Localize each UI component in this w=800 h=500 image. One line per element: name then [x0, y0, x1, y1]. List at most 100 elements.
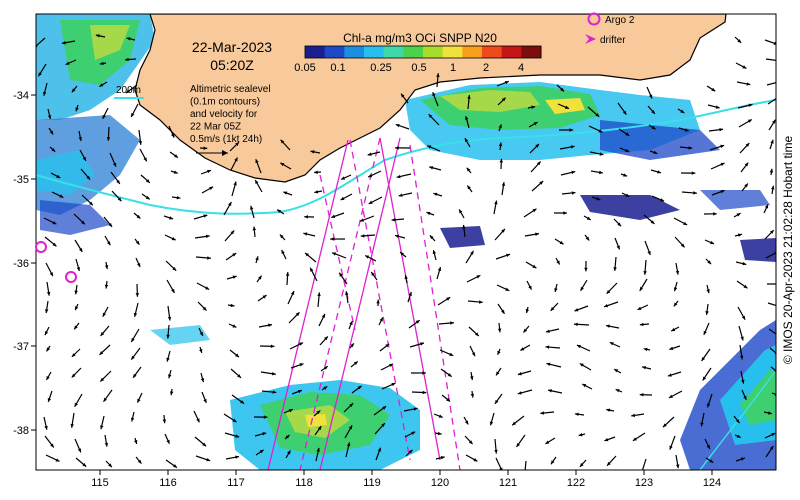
velocity-arrowhead — [71, 88, 76, 93]
x-tick-label: 124 — [703, 477, 721, 489]
velocity-arrowhead — [314, 190, 319, 194]
velocity-arrowhead — [693, 191, 697, 195]
velocity-arrowhead — [539, 181, 544, 185]
velocity-arrowhead — [546, 362, 551, 366]
velocity-arrowhead — [89, 201, 93, 206]
plot-frame — [35, 13, 777, 471]
velocity-arrowhead — [501, 97, 506, 102]
velocity-arrowhead — [545, 329, 550, 333]
velocity-arrowhead — [44, 331, 49, 336]
velocity-arrowhead — [100, 332, 105, 336]
velocity-arrowhead — [606, 324, 610, 328]
velocity-arrowhead — [316, 447, 320, 452]
velocity-arrowhead — [574, 322, 578, 327]
velocity-arrowhead — [429, 166, 434, 170]
velocity-arrowhead — [100, 377, 105, 382]
velocity-arrowhead — [230, 303, 235, 308]
velocity-arrowhead — [391, 382, 396, 387]
velocity-arrowhead — [737, 39, 742, 43]
colorbar-title: Chl-a mg/m3 OCi SNPP N20 — [343, 31, 497, 45]
velocity-arrowhead — [747, 119, 752, 123]
velocity-arrowhead — [501, 182, 506, 186]
velocity-arrowhead — [104, 442, 109, 447]
velocity-arrowhead — [540, 411, 545, 415]
velocity-arrowhead — [643, 347, 648, 352]
velocity-arrowhead — [743, 395, 747, 400]
velocity-arrowhead — [570, 145, 575, 149]
velocity-arrowhead — [398, 193, 403, 197]
argo-icon — [587, 12, 601, 26]
velocity-arrowhead — [604, 437, 609, 442]
map-time: 05:20Z — [210, 57, 254, 73]
velocity-arrowhead — [102, 114, 106, 119]
legend-description-line: 22 Mar 05Z — [190, 122, 241, 133]
velocity-arrowhead — [206, 458, 211, 462]
velocity-arrowhead — [413, 407, 418, 411]
velocity-arrowhead — [506, 253, 511, 258]
velocity-arrowhead — [95, 34, 100, 38]
velocity-arrowhead — [395, 146, 399, 150]
velocity-arrowhead — [437, 431, 442, 436]
colorbar: Chl-a mg/m3 OCi SNPP N20 0.05 0.1 0.25 0.5 1… — [294, 31, 542, 74]
velocity-arrowhead — [104, 265, 109, 270]
velocity-arrowhead — [778, 80, 782, 83]
y-axis: -34 -35 -36 -37 -38 — [13, 90, 36, 437]
velocity-arrowhead — [604, 303, 609, 308]
velocity-arrowhead — [258, 275, 262, 280]
velocity-arrowhead — [50, 443, 54, 448]
legend: 200m Altimetric sealevel (0.1m contours)a… — [114, 84, 271, 156]
velocity-arrowhead — [283, 191, 288, 195]
velocity-arrowhead — [574, 412, 579, 417]
velocity-arrowhead — [429, 235, 434, 240]
velocity-vector — [769, 347, 776, 354]
velocity-arrowhead — [232, 275, 237, 279]
velocity-arrowhead — [432, 250, 437, 255]
velocity-arrowhead — [427, 145, 432, 149]
velocity-arrowhead — [535, 232, 539, 236]
velocity-arrowhead — [126, 37, 131, 41]
velocity-arrowhead — [675, 464, 680, 469]
velocity-arrowhead — [606, 289, 611, 294]
velocity-arrowhead — [207, 169, 212, 174]
velocity-arrowhead — [642, 366, 647, 370]
velocity-arrowhead — [683, 221, 688, 225]
colorbar-swatch — [462, 46, 483, 58]
velocity-arrowhead — [579, 363, 584, 367]
velocity-arrowhead — [396, 174, 401, 179]
velocity-vector — [765, 252, 776, 259]
velocity-arrowhead — [381, 423, 385, 427]
velocity-arrowhead — [285, 272, 290, 276]
velocity-arrowhead — [668, 394, 673, 398]
velocity-arrowhead — [680, 243, 685, 248]
velocity-arrowhead — [536, 161, 541, 166]
velocity-arrowhead — [288, 409, 293, 413]
velocity-arrowhead — [49, 272, 53, 277]
velocity-arrowhead — [116, 179, 120, 184]
velocity-arrowhead — [250, 205, 254, 210]
velocity-arrowhead — [773, 368, 776, 372]
velocity-arrowhead — [203, 398, 207, 403]
velocity-arrowhead — [176, 195, 181, 200]
velocity-arrowhead — [585, 236, 590, 241]
velocity-arrowhead — [614, 369, 619, 373]
velocity-arrowhead — [769, 230, 774, 234]
velocity-arrowhead — [496, 371, 500, 376]
velocity-arrowhead — [401, 93, 405, 98]
credit-text: © IMOS 20-Apr-2023 21:02:28 Hobart time — [781, 136, 795, 365]
velocity-arrowhead — [710, 240, 715, 245]
velocity-arrowhead — [769, 168, 774, 173]
velocity-arrowhead — [554, 288, 558, 292]
velocity-arrowhead — [169, 216, 174, 220]
velocity-arrowhead — [517, 371, 522, 376]
velocity-arrowhead — [498, 124, 502, 129]
velocity-arrowhead — [467, 185, 471, 190]
velocity-arrowhead — [433, 192, 438, 197]
velocity-arrowhead — [703, 330, 707, 335]
velocity-arrowhead — [81, 220, 85, 225]
velocity-arrowhead — [688, 146, 693, 150]
velocity-arrowhead — [545, 440, 550, 444]
velocity-arrowhead — [71, 373, 76, 378]
velocity-arrowhead — [304, 215, 308, 219]
velocity-arrowhead — [252, 226, 257, 231]
colorbar-swatch — [364, 46, 385, 58]
